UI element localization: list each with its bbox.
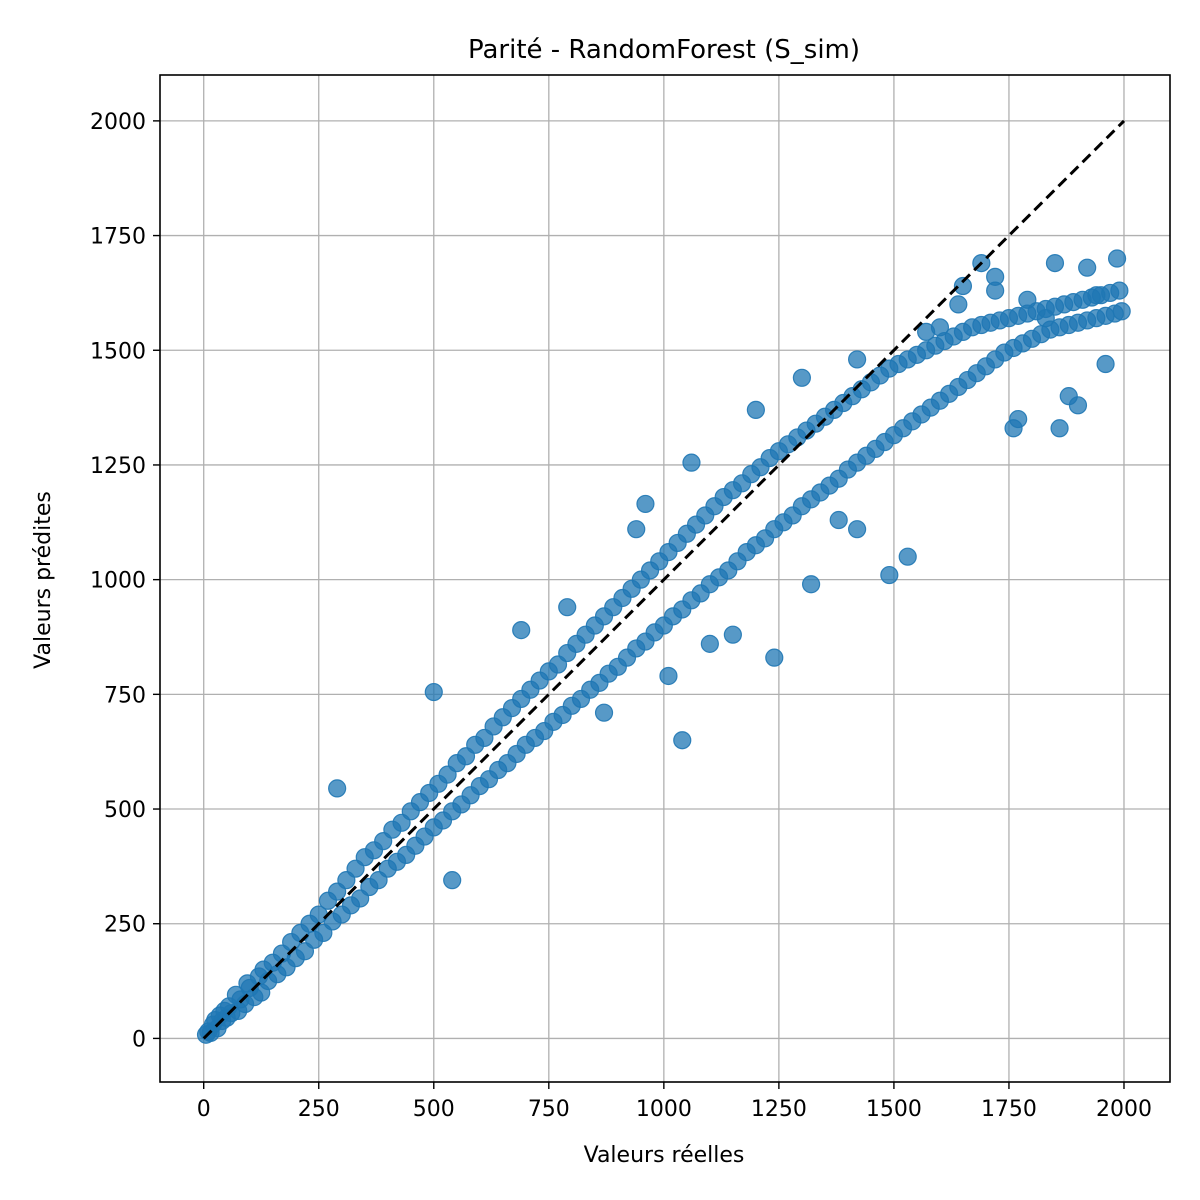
data-point — [1096, 354, 1115, 374]
data-point — [848, 350, 867, 369]
data-point — [1107, 249, 1127, 268]
y-axis-label: Valeurs prédites — [31, 491, 56, 669]
data-point — [659, 666, 678, 686]
data-point — [594, 703, 614, 722]
y-tick-label: 250 — [104, 913, 146, 938]
data-point — [700, 634, 719, 653]
data-point — [1045, 253, 1065, 273]
data-point — [1009, 409, 1028, 429]
data-point — [636, 494, 655, 514]
x-tick-label: 1500 — [866, 1097, 922, 1122]
data-point — [829, 510, 848, 530]
data-point — [801, 575, 821, 594]
data-point — [723, 625, 742, 644]
x-tick-label: 1000 — [636, 1097, 692, 1122]
data-point — [986, 267, 1005, 286]
data-point — [880, 565, 899, 585]
x-tick-label: 1250 — [751, 1097, 807, 1122]
data-point — [558, 598, 577, 617]
y-tick-label: 1500 — [90, 339, 146, 364]
data-point — [1036, 309, 1055, 328]
data-point — [848, 520, 867, 539]
data-point — [627, 520, 646, 539]
y-tick-label: 1750 — [90, 225, 146, 250]
data-point — [953, 276, 973, 296]
data-point — [682, 453, 701, 472]
y-tick-label: 1250 — [90, 454, 146, 479]
data-point — [765, 648, 784, 667]
y-tick-label: 0 — [132, 1027, 146, 1052]
data-point — [1110, 281, 1129, 300]
plot-frame — [159, 74, 1171, 1083]
data-point — [746, 400, 765, 420]
data-point — [424, 682, 443, 702]
data-point — [1059, 387, 1078, 406]
y-tick-label: 750 — [104, 683, 146, 708]
x-tick-label: 2000 — [1096, 1097, 1152, 1122]
data-point — [1050, 419, 1069, 438]
x-tick-label: 0 — [197, 1097, 211, 1122]
data-point — [949, 295, 968, 314]
data-point — [1112, 302, 1131, 321]
x-tick-label: 500 — [413, 1097, 455, 1122]
identity-reference-line — [202, 119, 1126, 1040]
data-point — [898, 547, 917, 566]
y-tick-label: 2000 — [90, 110, 146, 135]
x-tick-label: 1750 — [981, 1097, 1037, 1122]
data-point — [792, 368, 811, 387]
y-axis-ticks: 0 250 500 750 1000 1250 1500 1750 2000 — [90, 110, 160, 1052]
y-tick-label: 1000 — [90, 569, 146, 594]
data-point — [917, 322, 936, 342]
x-tick-label: 750 — [528, 1097, 570, 1122]
x-axis-label: Valeurs réelles — [584, 1143, 745, 1168]
x-tick-label: 250 — [298, 1097, 340, 1122]
data-point — [673, 731, 692, 750]
data-point — [443, 871, 462, 890]
data-point — [512, 621, 531, 640]
data-point — [328, 779, 347, 798]
data-point — [1018, 290, 1037, 309]
data-point — [1087, 286, 1106, 305]
data-point — [1078, 258, 1097, 277]
x-axis-ticks: 0 250 500 750 1000 1250 1500 1750 2000 — [197, 1082, 1152, 1122]
chart-title: Parité - RandomForest (S_sim) — [468, 35, 860, 65]
y-tick-label: 500 — [104, 798, 146, 823]
